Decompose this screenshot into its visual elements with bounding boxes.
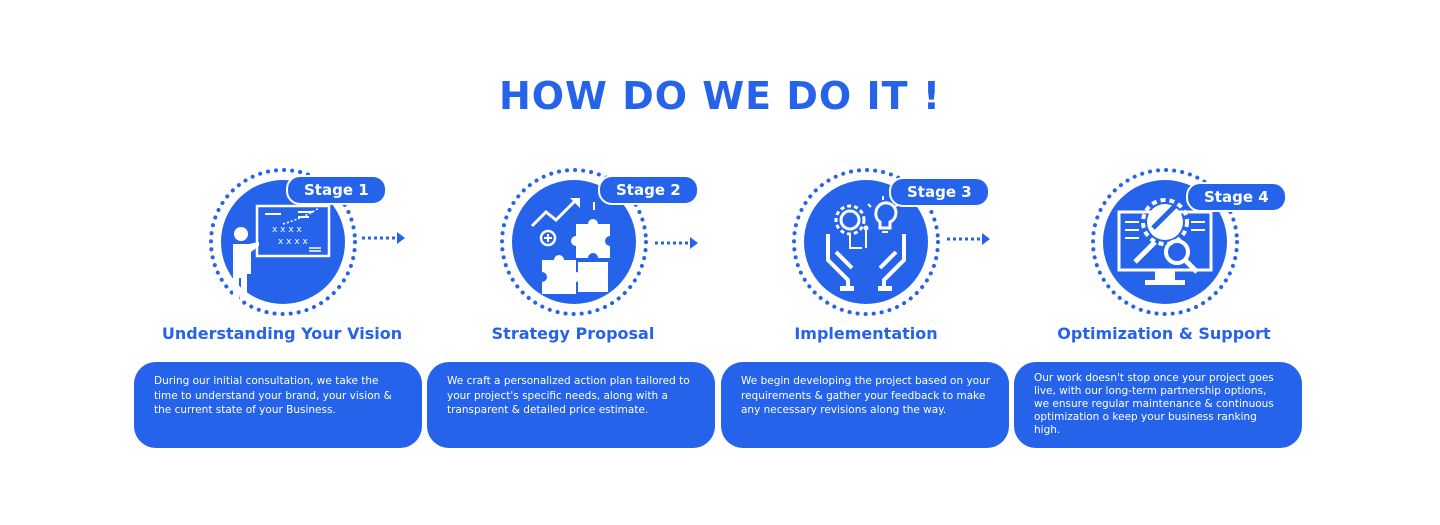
stage-3-card: We begin developing the project based on… bbox=[721, 362, 1009, 448]
stage-1-heading: Understanding Your Vision bbox=[161, 324, 403, 343]
stage-3-next-arrow-icon bbox=[947, 233, 990, 245]
stage-3-badge: Stage 3 bbox=[889, 177, 990, 207]
stage-4-description: Our work doesn't stop once your project … bbox=[1034, 372, 1274, 436]
stage-2-card: We craft a personalized action plan tail… bbox=[427, 362, 715, 448]
svg-text:x x x x: x x x x bbox=[278, 237, 309, 247]
svg-text:x x x x: x x x x bbox=[272, 225, 303, 235]
stage-2-badge: Stage 2 bbox=[598, 175, 699, 205]
stage-4-heading: Optimization & Support bbox=[1057, 324, 1271, 343]
presentation-board-icon: x x x x x x x x bbox=[233, 204, 331, 300]
stage-1-description: During our initial consultation, we take… bbox=[154, 375, 392, 416]
puzzle-growth-icon bbox=[530, 198, 610, 294]
page-title: HOW DO WE DO IT ! bbox=[498, 74, 942, 118]
stage-3-icon-circle bbox=[790, 166, 942, 318]
stage-4-badge: Stage 4 bbox=[1186, 182, 1287, 212]
stage-1-next-arrow-icon bbox=[362, 232, 405, 244]
stage-1-card: During our initial consultation, we take… bbox=[134, 362, 422, 448]
stage-1-badge: Stage 1 bbox=[286, 175, 387, 205]
stage-4-icon-circle bbox=[1089, 166, 1241, 318]
stage-2-description: We craft a personalized action plan tail… bbox=[447, 375, 690, 416]
stage-3-heading: Implementation bbox=[794, 324, 938, 343]
monitor-wrench-search-icon bbox=[1117, 198, 1213, 285]
stage-2-heading: Strategy Proposal bbox=[491, 324, 655, 343]
stage-2-icon-circle bbox=[498, 166, 650, 318]
stage-1-icon-circle: x x x x x x x x bbox=[207, 166, 359, 318]
stage-2-next-arrow-icon bbox=[655, 237, 698, 249]
stage-4-card: Our work doesn't stop once your project … bbox=[1014, 362, 1302, 448]
stage-3-description: We begin developing the project based on… bbox=[741, 375, 991, 416]
